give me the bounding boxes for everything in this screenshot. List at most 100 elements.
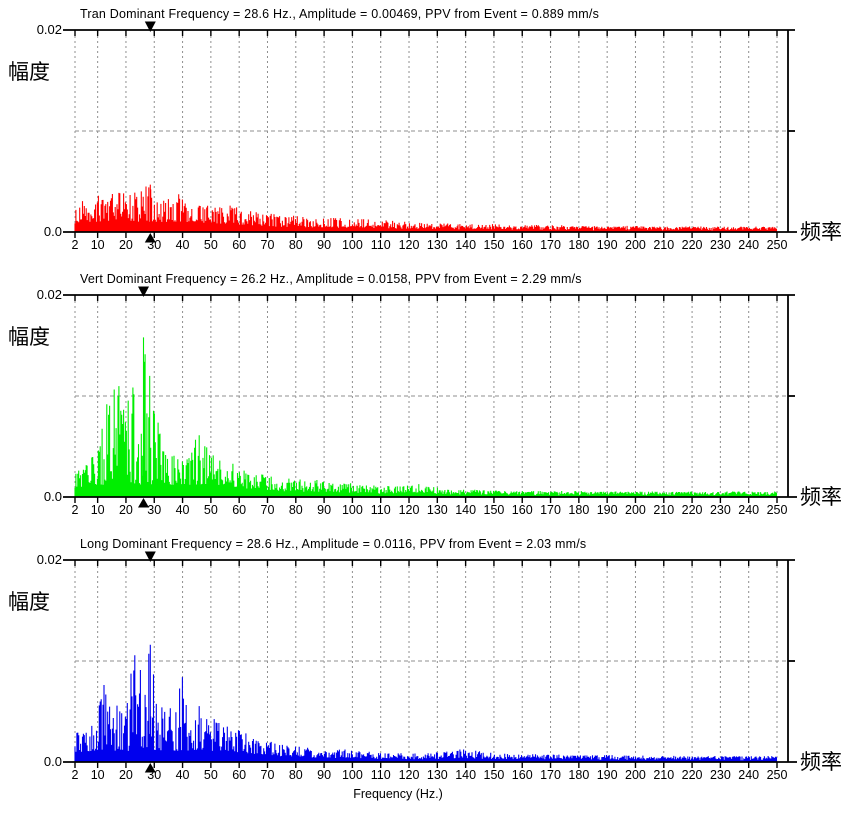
tran-spectrum-svg: 2 10 20 30 40 50 60 70 80 90 100 110 120 130 140 150 160… [8,7,842,252]
x-tick-label: 240 [738,503,759,517]
tran-plot-area: 2 10 20 30 40 50 60 70 80 90 100 110 120 130 140 150 160… [63,21,797,252]
x-tick-label: 190 [597,768,618,782]
x-tick-label: 50 [204,238,218,252]
y-max-label: 0.02 [37,552,62,567]
x-tick-label: 90 [317,238,331,252]
amplitude-axis-label: 幅度 [8,325,50,349]
dominant-frequency-marker-top [138,286,150,297]
x-tick-label: 2 [72,238,79,252]
x-tick-label: 60 [232,768,246,782]
vert-spectrum-trace [74,337,778,497]
x-tick-label: 210 [653,503,674,517]
x-tick-label: 10 [91,238,105,252]
x-tick-label: 110 [371,238,391,252]
x-tick-label: 70 [261,238,275,252]
dominant-frequency-marker-top [144,551,156,562]
gridlines [74,561,788,761]
x-tick-label: 220 [682,238,703,252]
frequency-axis-label: 频率 [800,750,842,774]
x-tick-label: 140 [455,238,476,252]
x-tick-label: 140 [455,768,476,782]
x-axis-title: Frequency (Hz.) [353,787,443,801]
x-tick-label: 210 [653,768,674,782]
x-tick-label: 100 [342,768,363,782]
gridlines [74,31,788,231]
x-tick-label: 180 [568,238,589,252]
x-tick-label: 150 [484,503,505,517]
long-spectrum-svg: 2 10 20 30 40 50 60 70 80 90 100 110 120 130 140 150 160… [8,537,842,801]
x-tick-labels: 2 10 20 30 40 50 60 70 80 90 100 110 120 130 140 150 160… [72,238,788,252]
x-tick-label: 230 [710,768,731,782]
x-tick-label: 240 [738,238,759,252]
dominant-frequency-marker-top [144,21,156,32]
x-tick-label: 90 [317,768,331,782]
x-tick-labels: 2 10 20 30 40 50 60 70 80 90 100 110 120 130 140 150 160… [72,503,788,517]
frequency-axis-label: 频率 [800,485,842,509]
x-tick-label: 80 [289,238,303,252]
x-tick-label: 50 [204,768,218,782]
x-tick-label: 200 [625,503,646,517]
spectrum-chart-vert: 2 10 20 30 40 50 60 70 80 90 100 110 120 130 140 150 160… [0,265,855,530]
dominant-frequency-marker-bottom [138,498,150,508]
dominant-frequency-marker-bottom [144,763,156,773]
long-plot-area: 2 10 20 30 40 50 60 70 80 90 100 110 120 130 140 150 160… [63,551,797,782]
amplitude-axis-label: 幅度 [8,590,50,614]
x-tick-label: 80 [289,503,303,517]
y-max-label: 0.02 [37,287,62,302]
x-tick-label: 160 [512,768,533,782]
x-tick-label: 60 [232,238,246,252]
x-tick-label: 90 [317,503,331,517]
x-tick-label: 230 [710,238,731,252]
x-tick-label: 30 [147,503,161,517]
x-tick-label: 100 [342,503,363,517]
x-tick-label: 120 [399,768,420,782]
x-tick-label: 120 [399,503,420,517]
x-tick-label: 240 [738,768,759,782]
x-tick-label: 10 [91,768,105,782]
x-tick-label: 160 [512,503,533,517]
x-tick-label: 20 [119,238,133,252]
spectrum-chart-long: 2 10 20 30 40 50 60 70 80 90 100 110 120 130 140 150 160… [0,530,855,817]
x-tick-label: 140 [455,503,476,517]
gridlines [74,296,788,496]
x-tick-label: 40 [176,503,190,517]
x-tick-label: 190 [597,238,618,252]
x-tick-label: 70 [261,768,275,782]
x-tick-labels: 2 10 20 30 40 50 60 70 80 90 100 110 120 130 140 150 160… [72,768,788,782]
long-spectrum-trace [74,644,778,762]
chart-title: Vert Dominant Frequency = 26.2 Hz., Ampl… [80,272,582,286]
x-tick-label: 220 [682,768,703,782]
x-tick-label: 80 [289,768,303,782]
x-tick-label: 170 [540,768,561,782]
vert-plot-area: 2 10 20 30 40 50 60 70 80 90 100 110 120 130 140 150 160… [63,286,797,517]
x-tick-label: 110 [371,503,391,517]
y-min-label: 0.0 [44,224,62,239]
x-tick-label: 40 [176,768,190,782]
x-tick-label: 150 [484,238,505,252]
x-tick-label: 170 [540,238,561,252]
amplitude-axis-label: 幅度 [8,60,50,84]
x-tick-label: 180 [568,503,589,517]
x-tick-label: 20 [119,768,133,782]
x-tick-label: 130 [427,503,448,517]
x-tick-label: 210 [653,238,674,252]
vert-spectrum-svg: 2 10 20 30 40 50 60 70 80 90 100 110 120 130 140 150 160… [8,272,842,517]
x-tick-label: 130 [427,238,448,252]
x-tick-label: 250 [767,238,788,252]
x-tick-label: 2 [72,768,79,782]
x-tick-label: 60 [232,503,246,517]
chart-title: Long Dominant Frequency = 28.6 Hz., Ampl… [80,537,586,551]
x-tick-label: 220 [682,503,703,517]
tran-spectrum-trace [74,184,778,232]
x-tick-label: 250 [767,768,788,782]
y-min-label: 0.0 [44,754,62,769]
x-tick-label: 160 [512,238,533,252]
x-tick-label: 110 [371,768,391,782]
x-tick-label: 150 [484,768,505,782]
x-tick-label: 70 [261,503,275,517]
y-max-label: 0.02 [37,22,62,37]
x-tick-label: 20 [119,503,133,517]
spectrum-chart-tran: 2 10 20 30 40 50 60 70 80 90 100 110 120 130 140 150 160… [0,0,855,265]
x-tick-label: 120 [399,238,420,252]
x-tick-label: 50 [204,503,218,517]
